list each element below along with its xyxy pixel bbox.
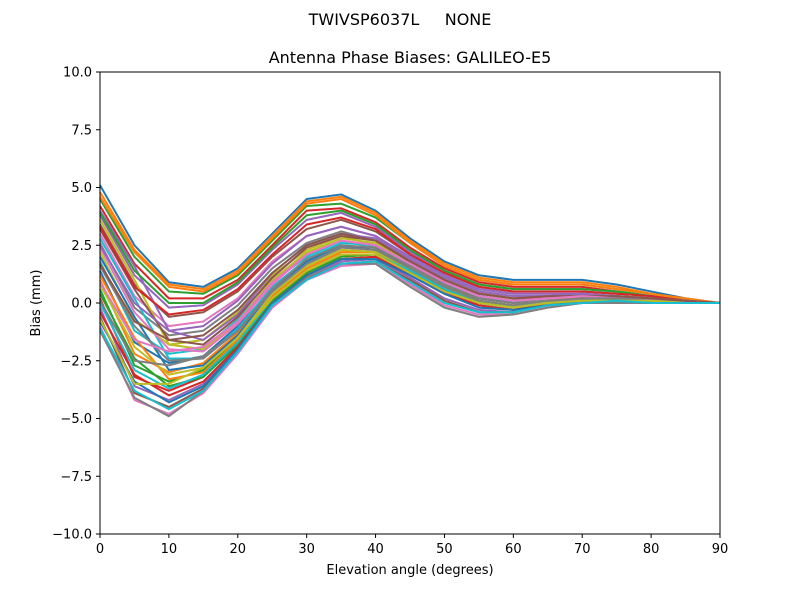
y-tick-label: 7.5 <box>71 123 92 138</box>
series-line <box>99 260 720 411</box>
y-tick-label: −7.5 <box>60 470 92 485</box>
x-tick-label: 80 <box>643 542 660 557</box>
x-axis-label: Elevation angle (degrees) <box>326 563 493 578</box>
y-axis-label: Bias (mm) <box>29 270 44 337</box>
series-line <box>99 196 721 304</box>
series-line <box>99 232 721 341</box>
y-tick-label: −10.0 <box>52 528 92 543</box>
x-tick-label: 50 <box>436 542 453 557</box>
series-lines <box>99 184 721 418</box>
x-tick-label: 70 <box>574 542 591 557</box>
x-tick-label: 0 <box>96 542 104 557</box>
series-line <box>99 253 720 385</box>
x-tick-label: 60 <box>505 542 522 557</box>
y-tick-label: 2.5 <box>71 239 92 254</box>
series-line <box>99 209 721 304</box>
series-line <box>99 184 721 304</box>
x-tick-label: 20 <box>230 542 247 557</box>
series-line <box>99 246 720 367</box>
chart-title: Antenna Phase Biases: GALILEO-E5 <box>268 48 552 67</box>
x-tick-label: 10 <box>161 542 178 557</box>
figure-suptitle: TWIVSP6037L NONE <box>308 10 492 29</box>
y-axis-ticks: −10.0 −7.5 −5.0 −2.5 0.0 2.5 5.0 7.5 10.0 <box>52 66 100 543</box>
x-tick-label: 30 <box>298 542 315 557</box>
x-tick-label: 40 <box>367 542 384 557</box>
y-tick-label: −5.0 <box>60 412 92 427</box>
x-axis-ticks: 0 10 20 30 40 50 60 70 80 90 <box>96 534 728 557</box>
series-line <box>99 216 721 316</box>
y-tick-label: 5.0 <box>71 181 92 196</box>
y-tick-label: −2.5 <box>60 354 92 369</box>
y-tick-label: 10.0 <box>63 66 92 81</box>
x-tick-label: 90 <box>712 542 729 557</box>
series-line <box>99 191 721 304</box>
y-tick-label: 0.0 <box>71 297 92 312</box>
